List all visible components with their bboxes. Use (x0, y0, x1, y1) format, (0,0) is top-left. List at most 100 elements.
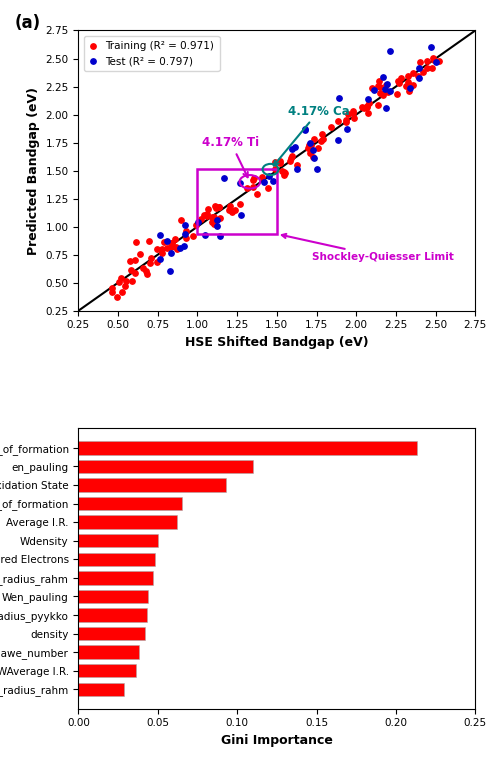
Training (R² = 0.971) (430, 54, 438, 66)
Training (R² = 0.971) (378, 88, 386, 100)
Test (R² = 0.797) (306, 137, 314, 149)
Test (R² = 0.797) (291, 141, 299, 153)
Training (R² = 0.971) (248, 174, 256, 186)
Test (R² = 0.797) (166, 264, 173, 277)
Test (R² = 0.797) (406, 82, 414, 94)
Training (R² = 0.971) (397, 72, 405, 84)
Training (R² = 0.971) (169, 240, 176, 252)
Training (R² = 0.971) (258, 171, 266, 183)
Training (R² = 0.971) (243, 182, 251, 194)
Training (R² = 0.971) (173, 242, 181, 255)
Bar (78, 645, 139, 659)
Training (R² = 0.971) (281, 167, 289, 179)
Test (R² = 0.797) (163, 235, 171, 247)
Bar (78, 479, 226, 491)
Training (R² = 0.971) (409, 78, 416, 91)
Training (R² = 0.971) (168, 237, 175, 249)
Training (R² = 0.971) (319, 133, 327, 145)
Training (R² = 0.971) (314, 142, 322, 154)
Training (R² = 0.971) (132, 236, 140, 248)
Training (R² = 0.971) (182, 225, 190, 237)
Test (R² = 0.797) (180, 240, 188, 252)
Training (R² = 0.971) (271, 156, 279, 168)
Bar (78, 497, 182, 511)
Training (R² = 0.971) (146, 258, 154, 270)
Training (R² = 0.971) (139, 261, 147, 274)
Test (R² = 0.797) (201, 229, 209, 241)
Training (R² = 0.971) (113, 291, 121, 303)
Training (R² = 0.971) (122, 280, 129, 293)
Text: 4.17% Ca: 4.17% Ca (274, 104, 350, 165)
Bar (78, 459, 253, 473)
Training (R² = 0.971) (128, 274, 136, 287)
Training (R² = 0.971) (334, 115, 342, 127)
Training (R² = 0.971) (344, 108, 352, 120)
Test (R² = 0.797) (236, 177, 244, 189)
Training (R² = 0.971) (108, 281, 116, 293)
Training (R² = 0.971) (271, 163, 279, 175)
Training (R² = 0.971) (318, 136, 325, 148)
Test (R² = 0.797) (432, 56, 440, 68)
Test (R² = 0.797) (301, 124, 309, 136)
Training (R² = 0.971) (383, 78, 391, 91)
Text: 4.17% Ti: 4.17% Ti (202, 136, 259, 178)
Test (R² = 0.797) (181, 228, 189, 240)
Test (R² = 0.797) (386, 85, 393, 98)
Test (R² = 0.797) (310, 152, 318, 164)
Test (R² = 0.797) (415, 72, 423, 85)
Training (R² = 0.971) (280, 165, 288, 178)
Training (R² = 0.971) (145, 235, 153, 248)
Test (R² = 0.797) (387, 45, 394, 57)
Training (R² = 0.971) (307, 139, 315, 151)
Text: (a): (a) (15, 14, 41, 32)
Test (R² = 0.797) (265, 169, 273, 181)
Training (R² = 0.971) (182, 232, 190, 244)
Training (R² = 0.971) (410, 67, 417, 79)
Test (R² = 0.797) (216, 230, 224, 242)
Training (R² = 0.971) (177, 214, 185, 226)
Training (R² = 0.971) (163, 242, 171, 254)
Bar (78, 590, 148, 603)
Bar (78, 515, 177, 529)
Training (R² = 0.971) (368, 82, 376, 94)
Bar (78, 572, 153, 584)
Bar (78, 664, 136, 677)
Training (R² = 0.971) (430, 52, 438, 64)
Training (R² = 0.971) (136, 248, 144, 260)
Test (R² = 0.797) (301, 123, 309, 135)
Test (R² = 0.797) (288, 143, 295, 155)
Training (R² = 0.971) (253, 187, 261, 200)
Training (R² = 0.971) (196, 213, 204, 225)
Training (R² = 0.971) (200, 209, 208, 221)
Training (R² = 0.971) (204, 203, 212, 216)
Y-axis label: Predicted Bandgap (eV): Predicted Bandgap (eV) (27, 87, 40, 255)
Test (R² = 0.797) (156, 253, 164, 265)
Training (R² = 0.971) (264, 182, 271, 194)
Training (R² = 0.971) (310, 133, 318, 145)
Training (R² = 0.971) (350, 112, 358, 124)
Training (R² = 0.971) (374, 79, 382, 91)
Training (R² = 0.971) (153, 243, 161, 255)
Training (R² = 0.971) (250, 172, 258, 184)
Training (R² = 0.971) (158, 247, 166, 259)
Training (R² = 0.971) (210, 210, 218, 223)
Training (R² = 0.971) (147, 251, 155, 264)
Test (R² = 0.797) (343, 123, 351, 136)
Training (R² = 0.971) (287, 152, 295, 164)
Training (R² = 0.971) (280, 169, 288, 181)
Training (R² = 0.971) (419, 66, 427, 78)
Test (R² = 0.797) (260, 176, 268, 188)
Training (R² = 0.971) (276, 155, 284, 167)
Training (R² = 0.971) (276, 157, 284, 169)
Training (R² = 0.971) (349, 107, 357, 119)
Training (R² = 0.971) (249, 181, 257, 193)
Training (R² = 0.971) (294, 159, 301, 171)
Training (R² = 0.971) (376, 87, 384, 99)
Training (R² = 0.971) (364, 101, 371, 113)
X-axis label: Gini Importance: Gini Importance (221, 734, 333, 747)
Test (R² = 0.797) (364, 93, 371, 105)
Training (R² = 0.971) (384, 86, 392, 98)
X-axis label: HSE Shifted Bandgap (eV): HSE Shifted Bandgap (eV) (185, 336, 368, 349)
Bar (78, 683, 124, 696)
Training (R² = 0.971) (278, 165, 286, 178)
